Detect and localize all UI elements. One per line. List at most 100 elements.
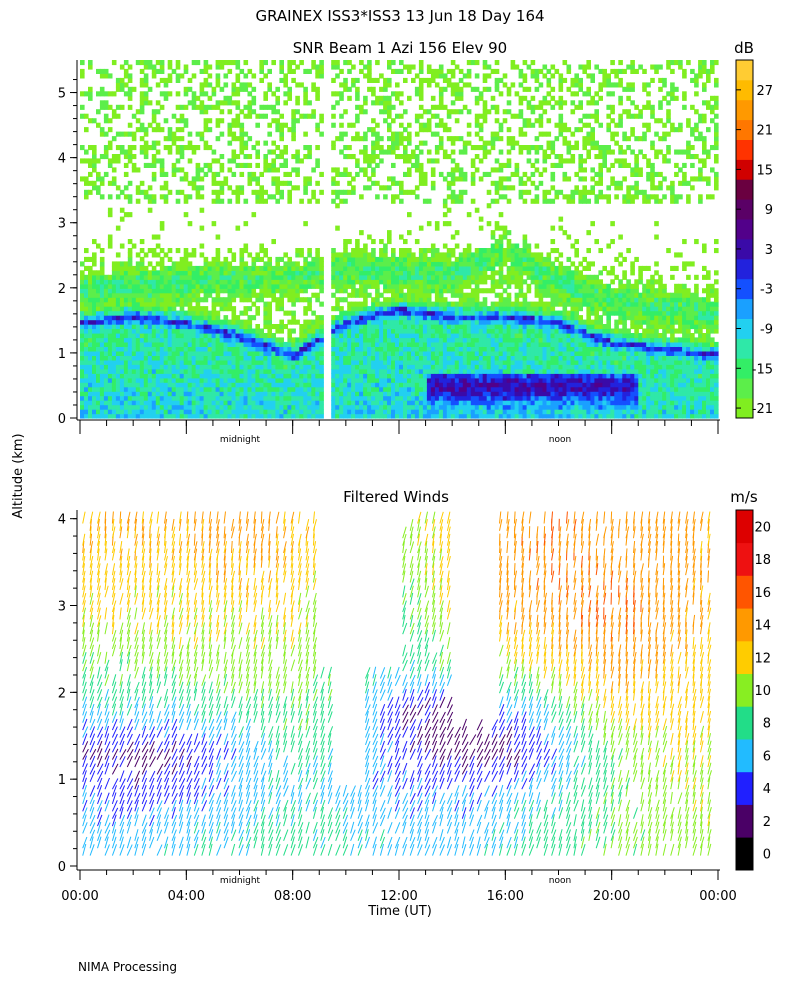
snr-cell — [143, 279, 149, 285]
snr-cell — [494, 243, 500, 249]
snr-cell — [211, 382, 217, 388]
snr-cell — [167, 364, 173, 370]
snr-cell — [303, 270, 308, 276]
snr-cell — [103, 288, 109, 294]
snr-cell — [107, 243, 113, 249]
snr-cell — [426, 122, 432, 128]
snr-cell — [239, 350, 245, 356]
snr-cell — [92, 239, 97, 245]
snr-cell — [458, 386, 464, 392]
snr-cell — [399, 391, 404, 397]
snr-cell — [88, 373, 93, 379]
snr-cell — [375, 377, 380, 383]
snr-cell — [207, 333, 213, 339]
snr-cell — [446, 310, 452, 316]
snr-cell — [175, 341, 181, 347]
snr-cell — [411, 404, 416, 410]
snr-cell — [371, 158, 376, 164]
snr-cell — [255, 306, 260, 312]
snr-cell — [347, 256, 352, 262]
snr-cell — [151, 158, 157, 164]
snr-cell — [163, 364, 169, 370]
snr-cell — [187, 328, 193, 334]
snr-cell — [235, 333, 241, 339]
snr-cell — [490, 136, 496, 142]
snr-cell — [363, 301, 368, 307]
snr-cell — [267, 413, 272, 419]
snr-cell — [482, 409, 488, 415]
snr-cell — [119, 104, 125, 110]
snr-cell — [315, 64, 320, 70]
snr-cell — [482, 145, 488, 151]
snr-cell — [407, 256, 412, 262]
snr-cell — [359, 324, 364, 330]
snr-cell — [438, 413, 444, 419]
snr-cell — [347, 409, 352, 415]
snr-cell — [319, 60, 324, 66]
snr-cell — [411, 274, 416, 280]
snr-cell — [355, 91, 360, 97]
snr-cell — [219, 180, 225, 186]
snr-cell — [279, 413, 284, 419]
snr-cell — [259, 288, 264, 294]
snr-cell — [255, 328, 260, 334]
snr-cell — [367, 359, 372, 365]
snr-cell — [343, 368, 348, 374]
snr-cell — [418, 77, 424, 83]
snr-cell — [111, 288, 117, 294]
snr-cell — [299, 364, 304, 370]
snr-cell — [291, 404, 296, 410]
snr-cell — [426, 386, 432, 392]
snr-cell — [383, 270, 388, 276]
snr-cell — [159, 127, 165, 133]
snr-cell — [458, 382, 464, 388]
snr-cell — [426, 68, 432, 74]
snr-cell — [179, 328, 185, 334]
snr-cell — [107, 319, 113, 325]
snr-cell — [303, 154, 308, 160]
snr-cell — [115, 404, 121, 410]
snr-cell — [115, 395, 121, 401]
snr-cell — [243, 145, 249, 151]
snr-cell — [227, 185, 233, 191]
snr-cell — [211, 104, 217, 110]
snr-cell — [135, 337, 141, 343]
snr-cell — [498, 346, 504, 352]
snr-cell — [271, 373, 276, 379]
snr-cell — [438, 64, 444, 70]
snr-cell — [422, 265, 428, 271]
snr-cell — [418, 297, 424, 303]
snr-cell — [147, 60, 153, 66]
snr-cell — [211, 265, 217, 271]
snr-cell — [267, 265, 272, 271]
snr-cell — [263, 288, 268, 294]
snr-cell — [466, 324, 472, 330]
snr-cell — [179, 364, 185, 370]
snr-cell — [207, 95, 213, 101]
snr-cell — [123, 310, 129, 316]
snr-cell — [187, 413, 193, 419]
snr-cell — [399, 359, 404, 365]
snr-cell — [411, 297, 416, 303]
snr-cell — [207, 270, 213, 276]
snr-cell — [127, 77, 133, 83]
snr-cell — [387, 373, 392, 379]
snr-cell — [167, 301, 173, 307]
snr-cell — [474, 373, 480, 379]
snr-cell — [446, 359, 452, 365]
snr-cell — [315, 261, 320, 267]
snr-cell — [279, 297, 284, 303]
snr-cell — [347, 350, 352, 356]
snr-cell — [139, 368, 145, 374]
snr-cell — [103, 386, 109, 392]
snr-cell — [371, 364, 376, 370]
snr-cell — [299, 359, 304, 365]
snr-cell — [92, 315, 97, 321]
snr-cell — [335, 261, 340, 267]
snr-cell — [84, 400, 89, 406]
snr-cell — [319, 373, 324, 379]
snr-cell — [251, 337, 257, 343]
snr-cell — [303, 400, 308, 406]
snr-cell — [494, 355, 500, 361]
snr-cell — [371, 77, 376, 83]
